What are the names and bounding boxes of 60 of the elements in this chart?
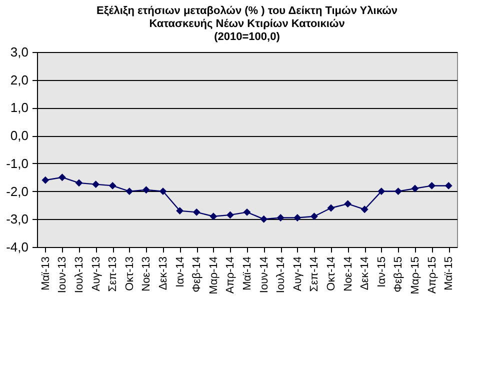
point — [243, 208, 251, 216]
x-tick-label: Φεβ-14 — [191, 256, 204, 292]
point — [210, 212, 218, 220]
point — [310, 212, 318, 220]
point — [327, 204, 335, 212]
text: Εξέλιξη ετήσιων μεταβολών (% ) του Δείκτη Τιμών Υλικών — [96, 5, 398, 17]
x-tick-label: Ιουλ-13 — [74, 256, 86, 294]
point — [260, 215, 268, 223]
x-tick-label: Απρ-14 — [224, 256, 237, 294]
x-tick-label: Δεκ-13 — [158, 256, 170, 290]
point — [176, 207, 184, 214]
x-tick-label: Αυγ-13 — [90, 256, 102, 292]
y-tick-label: -4,0 — [6, 240, 28, 254]
x-tick-label: Ιουν-13 — [56, 256, 69, 294]
y-tick-label: 3,0 — [10, 44, 28, 60]
point — [394, 188, 402, 195]
y-tick-label: -1,0 — [6, 156, 28, 171]
point — [276, 214, 284, 222]
x-tick-label: Απρ-15 — [426, 256, 438, 294]
x-tick-label: Μαρ-15 — [410, 256, 422, 294]
text: (2010=100,0) — [214, 31, 280, 43]
point — [428, 182, 436, 190]
y-tick-label: -3,0 — [6, 212, 28, 227]
point — [192, 208, 200, 216]
x-tick-label: Σεπ-14 — [308, 256, 321, 292]
x-tick-label: Αυγ-14 — [292, 256, 304, 292]
x-tick-label: Ιουν-14 — [258, 256, 270, 294]
text: Κατασκευής Νέων Κτιρίων Κατοικιών — [149, 18, 345, 30]
x-tick-label: Ιαν-14 — [174, 256, 186, 288]
x-tick-label: Μαρ-14 — [208, 256, 220, 294]
x-tick-label: Νοε-14 — [342, 256, 354, 292]
point — [344, 200, 352, 208]
y-tick-label: 2,0 — [10, 72, 28, 88]
point — [411, 184, 419, 192]
x-tick-label: Οκτ-13 — [124, 256, 136, 291]
x-tick-label: Δεκ-14 — [359, 256, 372, 290]
y-tick-label: -2,0 — [6, 184, 28, 199]
point — [108, 182, 116, 190]
x-tick-label: Νοε-13 — [140, 256, 153, 292]
x-tick-label: Σεπ-13 — [107, 256, 120, 292]
point — [360, 206, 368, 214]
y-tick-label: 1,0 — [10, 100, 28, 116]
point — [126, 188, 134, 195]
x-tick-label: Ιουλ-14 — [275, 256, 288, 294]
x-tick-label: Φεβ-15 — [392, 256, 405, 292]
point — [444, 182, 452, 190]
point — [294, 214, 302, 222]
x-tick-label: Μαϊ-14 — [242, 256, 254, 290]
x-tick-label: Μαϊ-15 — [443, 256, 456, 290]
x-tick-label: Οκτ-14 — [326, 256, 338, 291]
x-tick-label: Ιαν-15 — [376, 256, 388, 288]
point — [226, 211, 234, 219]
y-tick-label: 0,0 — [10, 128, 28, 144]
point — [42, 176, 50, 184]
point — [92, 180, 100, 188]
x-tick-label: Μαϊ-13 — [40, 256, 52, 290]
point — [378, 188, 386, 195]
point — [58, 174, 66, 182]
point — [142, 186, 150, 194]
point — [75, 179, 83, 187]
